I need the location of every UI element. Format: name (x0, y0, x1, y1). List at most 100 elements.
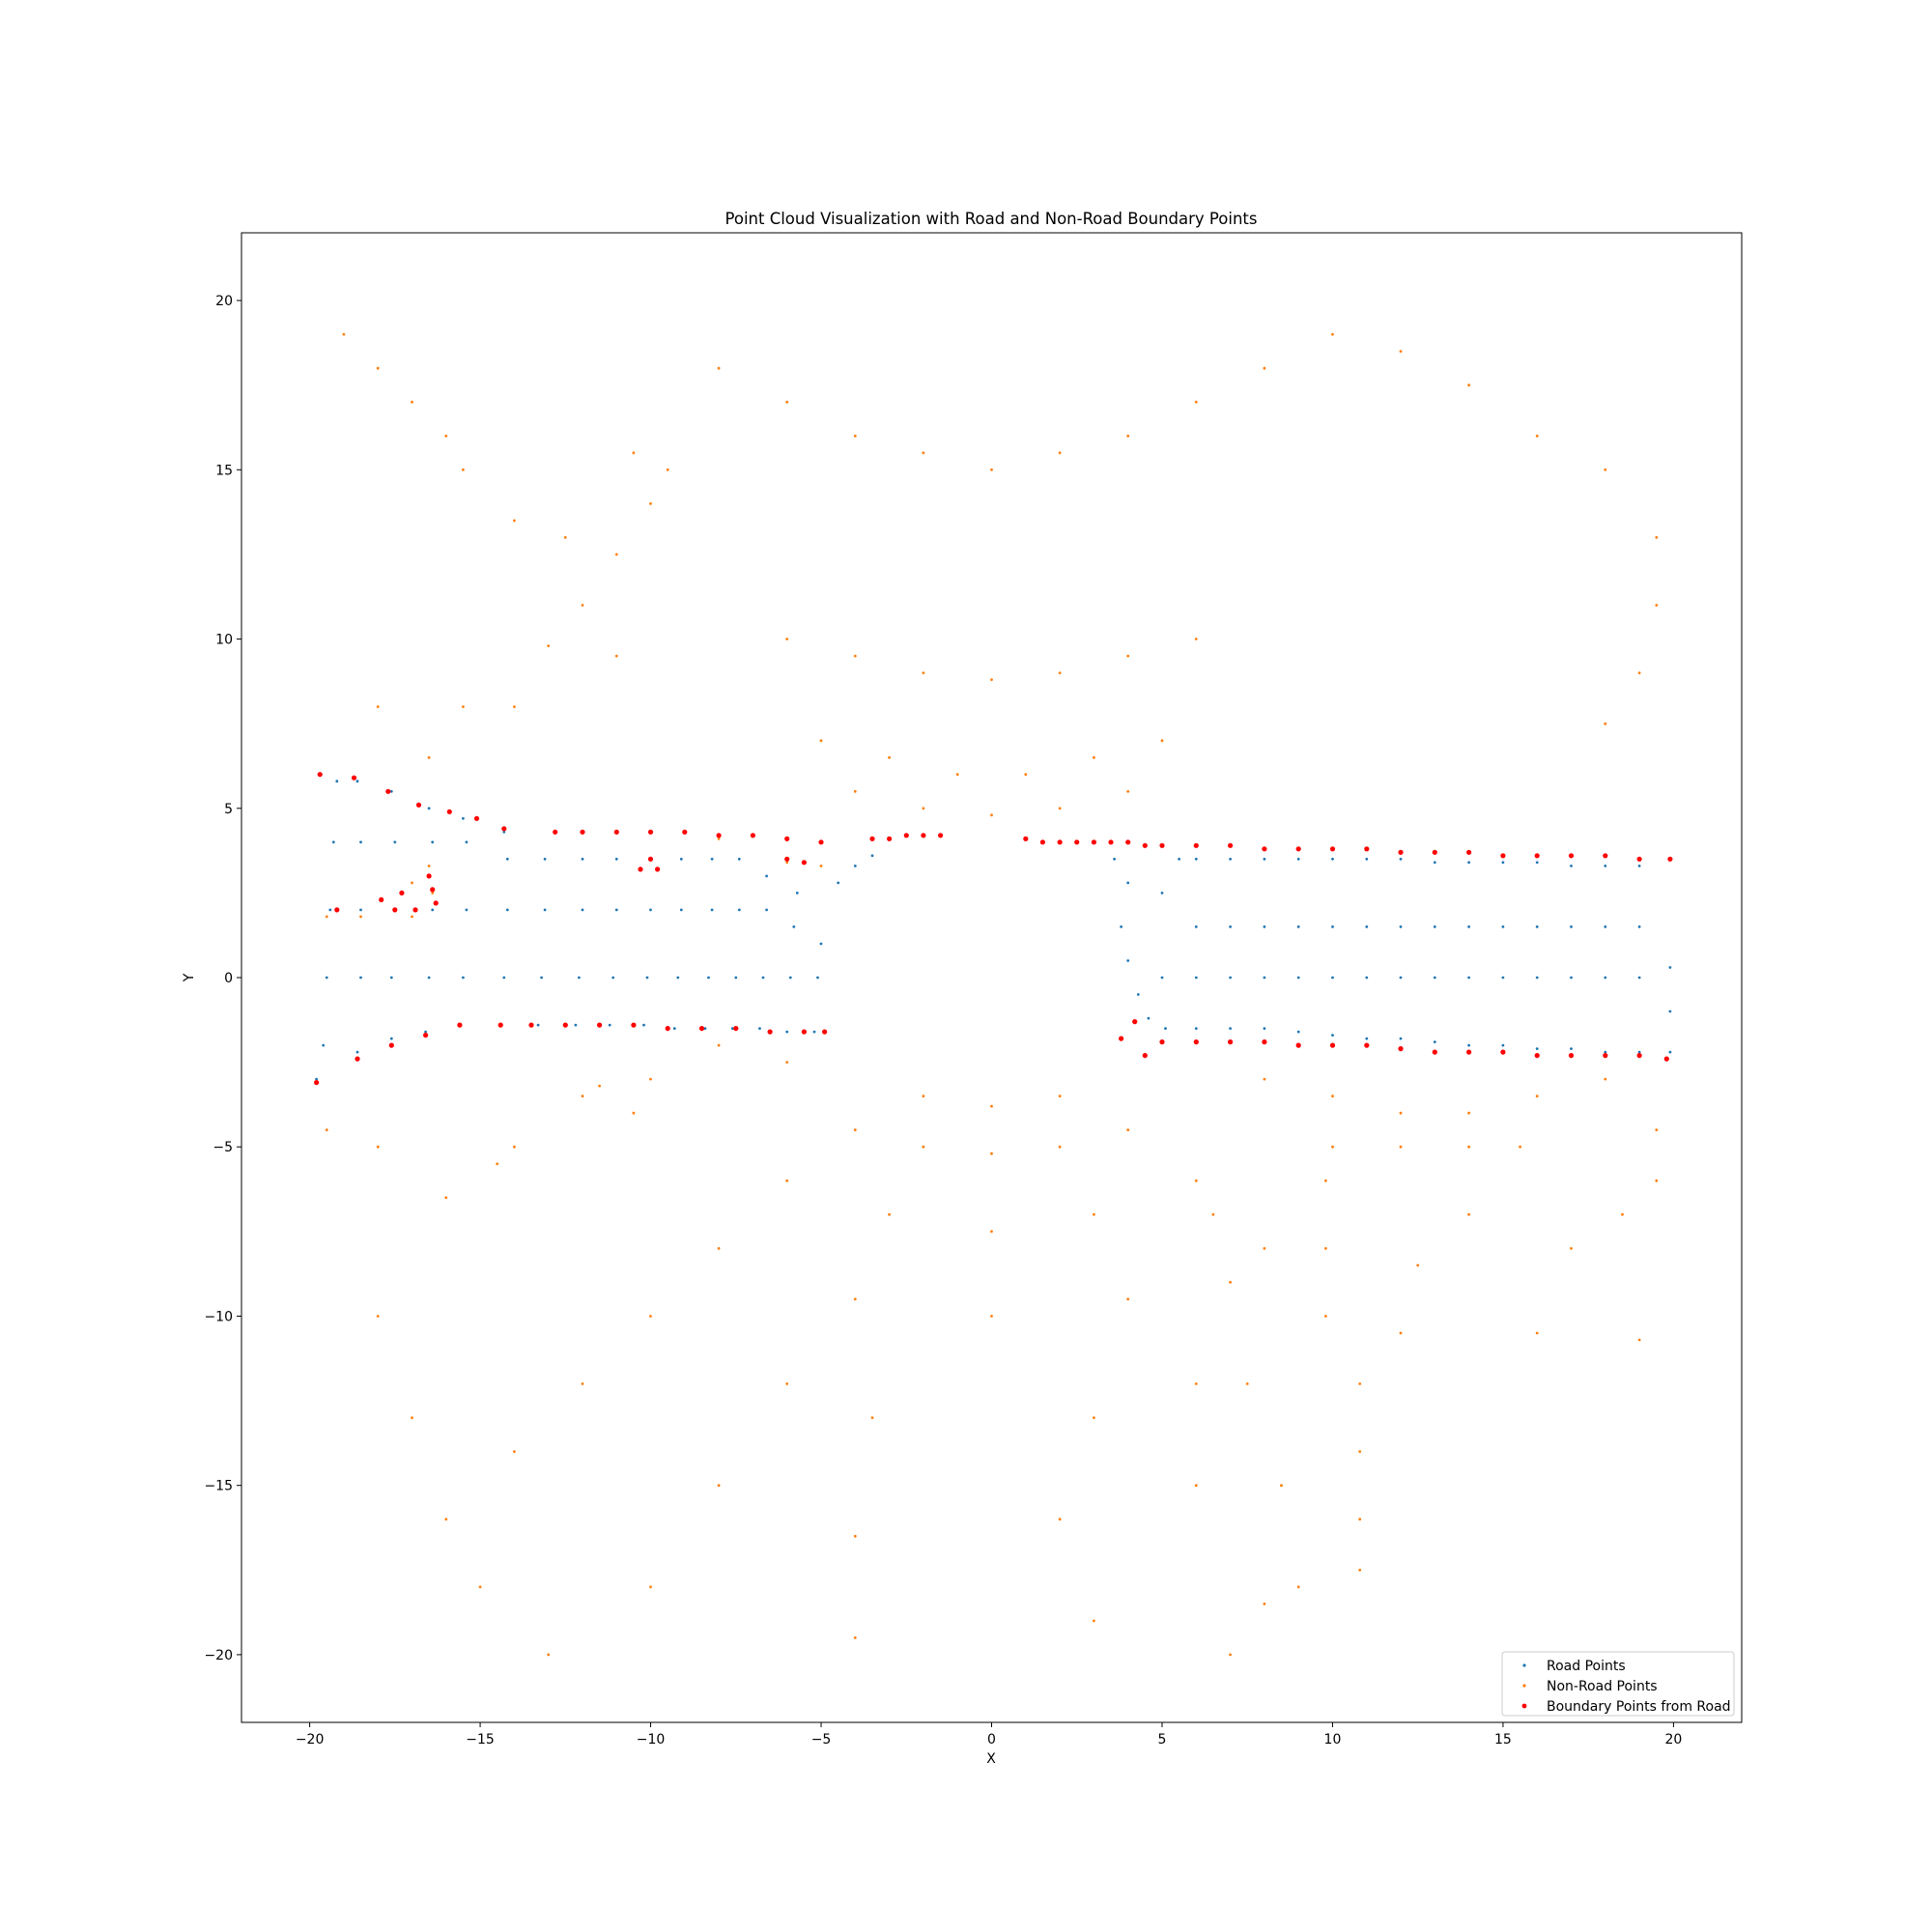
road-point (1501, 1043, 1505, 1047)
non-road-point (1194, 400, 1198, 404)
non-road-point (411, 400, 413, 404)
boundary-point (1667, 856, 1673, 862)
boundary-point (497, 1022, 503, 1028)
non-road-point (1416, 1264, 1420, 1267)
non-road-point (614, 654, 618, 658)
road-point (1637, 1050, 1641, 1054)
x-tick-label: −15 (466, 1732, 495, 1747)
legend-box (1501, 1651, 1735, 1717)
non-road-point (1126, 434, 1130, 438)
legend-marker-road (1522, 1663, 1526, 1667)
boundary-point (887, 836, 893, 841)
boundary-point (1228, 1039, 1234, 1045)
boundary-point (1568, 853, 1575, 859)
x-axis-label: X (986, 1751, 996, 1767)
non-road-point (1093, 755, 1095, 759)
boundary-point (1329, 1042, 1336, 1048)
road-point (1194, 857, 1198, 861)
road-point (1570, 925, 1573, 928)
non-road-point (1194, 1179, 1198, 1182)
non-road-point (785, 400, 789, 404)
boundary-point (423, 1033, 429, 1038)
boundary-point (426, 873, 432, 879)
boundary-point (388, 1042, 394, 1048)
boundary-point (801, 860, 808, 866)
boundary-point (1142, 842, 1148, 848)
non-road-point (1358, 1568, 1362, 1572)
non-road-point (376, 1145, 380, 1149)
road-point (1263, 925, 1266, 928)
non-road-point (1467, 1212, 1470, 1216)
road-point (1604, 976, 1607, 980)
x-tick-label: 5 (1158, 1732, 1167, 1747)
boundary-point (1398, 1046, 1404, 1052)
non-road-point (563, 536, 567, 539)
road-point (1604, 925, 1607, 928)
boundary-point (553, 829, 558, 835)
boundary-point (665, 1026, 670, 1032)
y-tick-label: −5 (213, 1140, 233, 1155)
non-road-point (853, 1128, 857, 1132)
road-point (1365, 857, 1369, 861)
boundary-point (355, 1056, 360, 1062)
non-road-point (1058, 451, 1062, 455)
non-road-point (666, 468, 669, 471)
non-road-point (1058, 807, 1062, 810)
road-point (765, 874, 768, 878)
road-point (1229, 976, 1232, 980)
non-road-point (1519, 1145, 1521, 1149)
non-road-point (990, 1104, 993, 1108)
road-point (1229, 925, 1232, 928)
non-road-point (1604, 1077, 1607, 1081)
boundary-point (655, 867, 661, 872)
non-road-point (1058, 1518, 1062, 1521)
road-point (1467, 1043, 1470, 1047)
boundary-point (1132, 1019, 1138, 1025)
road-point (761, 976, 765, 980)
road-point (578, 976, 581, 980)
boundary-point (501, 826, 507, 832)
non-road-point (922, 451, 925, 455)
non-road-point (1621, 1212, 1624, 1216)
road-point (1120, 925, 1122, 928)
boundary-point (647, 856, 654, 862)
non-road-point (1637, 671, 1641, 674)
road-point (1501, 861, 1505, 865)
road-point (1399, 857, 1403, 861)
boundary-point (1466, 1049, 1472, 1055)
road-point (322, 1043, 326, 1047)
boundary-point (1262, 846, 1267, 852)
boundary-point (1534, 853, 1540, 859)
boundary-point (1432, 1049, 1437, 1055)
non-road-point (1535, 434, 1539, 438)
road-point (502, 976, 506, 980)
non-road-point (1655, 604, 1659, 607)
non-road-point (1324, 1247, 1327, 1250)
non-road-point (411, 881, 413, 885)
road-point (1535, 925, 1539, 928)
road-point (1535, 861, 1539, 865)
road-point (389, 789, 393, 793)
road-point (611, 976, 615, 980)
boundary-point (1636, 856, 1642, 862)
road-point (710, 857, 714, 861)
road-point (1296, 976, 1300, 980)
road-point (581, 857, 584, 861)
non-road-point (496, 1162, 499, 1166)
boundary-point (938, 833, 944, 838)
road-point (1113, 857, 1116, 861)
boundary-point (430, 887, 436, 893)
non-road-point (581, 1382, 584, 1385)
road-point (785, 1030, 789, 1034)
non-road-point (1655, 536, 1659, 539)
boundary-point (682, 829, 688, 835)
non-road-point (1058, 671, 1062, 674)
boundary-point (597, 1022, 603, 1028)
road-point (431, 908, 435, 912)
road-point (758, 1027, 761, 1030)
non-road-point (1399, 1331, 1403, 1335)
boundary-point (1364, 846, 1370, 852)
boundary-point (1466, 849, 1472, 855)
road-point (1433, 976, 1436, 980)
y-axis-label: Y (182, 973, 197, 982)
